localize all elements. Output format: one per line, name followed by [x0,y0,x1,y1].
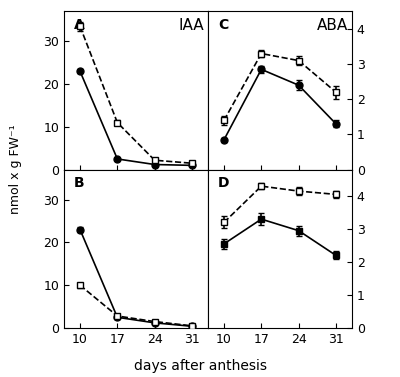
Text: A: A [74,18,85,32]
Text: C: C [218,18,228,32]
Text: IAA: IAA [178,18,204,33]
Text: D: D [218,176,230,190]
Text: ABA: ABA [316,18,348,33]
Text: B: B [74,176,85,190]
Text: nmol x g FW⁻¹: nmol x g FW⁻¹ [10,125,22,215]
Text: days after anthesis: days after anthesis [134,359,266,373]
